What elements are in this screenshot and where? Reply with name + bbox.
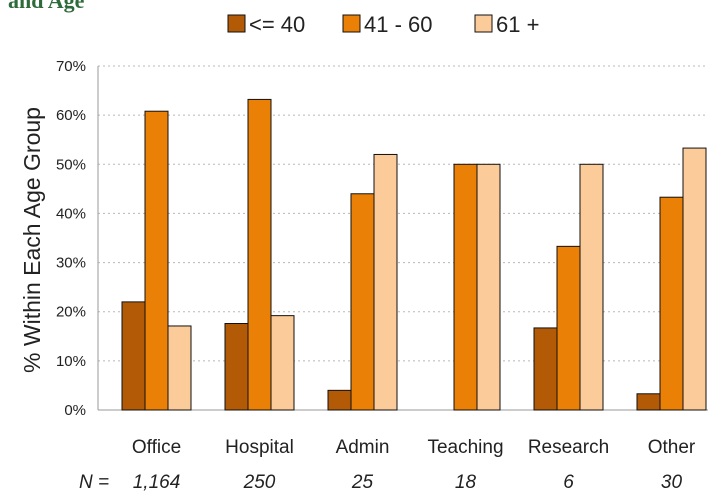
legend-swatch (227, 14, 246, 33)
sample-size-value: 250 (243, 472, 276, 492)
legend: <= 40 41 - 60 61 + (227, 12, 539, 37)
sample-size-value: 30 (661, 472, 683, 492)
bar-teaching-series-2 (453, 163, 478, 411)
legend-label: 61 + (496, 12, 539, 37)
legend-swatch (342, 14, 361, 33)
bar-research-series-3 (579, 163, 604, 411)
bar-office-series-3 (167, 325, 192, 411)
y-tick-label: 50% (56, 156, 86, 173)
bar-other-series-2 (659, 196, 684, 411)
legend-label: 41 - 60 (364, 12, 433, 37)
bar-research-series-1 (533, 327, 558, 411)
bar-office-series-1 (121, 301, 146, 411)
category-label: Teaching (427, 437, 503, 458)
legend-swatch (474, 14, 493, 33)
y-tick-label: 40% (56, 205, 86, 222)
bar-admin-series-3 (373, 153, 398, 411)
chart-title: and Age (8, 0, 85, 13)
category-label: Office (132, 437, 181, 458)
bar-research-series-2 (556, 245, 581, 411)
bar-other-series-1 (636, 393, 661, 411)
bar-office-series-2 (144, 110, 169, 411)
category-label: Research (528, 437, 609, 458)
legend-label: <= 40 (249, 12, 305, 37)
sample-size-value: 6 (563, 472, 574, 492)
y-axis-label: % Within Each Age Group (19, 107, 45, 373)
bar-admin-series-2 (350, 193, 375, 411)
sample-size-value: 1,164 (133, 472, 181, 492)
y-axis: 0% 10% 20% 30% 40% 50% 60% 70% (56, 58, 708, 419)
sample-size-value: 18 (455, 472, 477, 492)
y-tick-label: 30% (56, 255, 86, 272)
gridlines (98, 65, 708, 362)
bar-teaching-series-3 (476, 163, 501, 411)
category-label: Admin (336, 437, 390, 458)
category-labels: Office Hospital Admin Teaching Research Other (132, 437, 696, 458)
bar-admin-series-1 (327, 389, 352, 411)
sample-size-value: 25 (351, 472, 374, 492)
bar-other-series-3 (682, 147, 707, 411)
y-tick-label: 20% (56, 304, 86, 321)
bar-hospital-series-2 (247, 98, 272, 411)
bar-hospital-series-1 (224, 323, 249, 411)
category-label: Hospital (225, 437, 294, 458)
bars (121, 98, 707, 411)
y-tick-label: 10% (56, 353, 86, 370)
sample-size-labels: 1,164 250 25 18 6 30 N = (79, 472, 683, 492)
category-label: Other (648, 437, 696, 458)
y-tick-label: 0% (64, 402, 86, 419)
sample-size-prefix: N = (79, 472, 109, 492)
y-tick-label: 70% (56, 58, 86, 75)
y-tick-label: 60% (56, 107, 86, 124)
bar-hospital-series-3 (270, 315, 295, 411)
